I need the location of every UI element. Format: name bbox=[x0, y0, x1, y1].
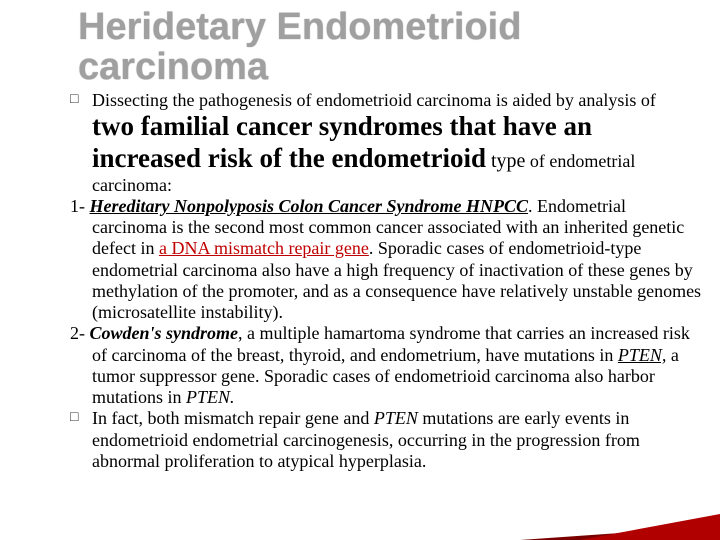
item-hnpcc: 1- Hereditary Nonpolyposis Colon Cancer … bbox=[92, 196, 702, 323]
item2-num: 2- bbox=[70, 323, 90, 343]
item1-num: 1- bbox=[70, 196, 90, 216]
bullet1-trail-small: type bbox=[486, 150, 525, 172]
item2-gene1: PTEN, bbox=[618, 345, 667, 365]
slide-title: Heridetary Endometrioid carcinoma bbox=[78, 8, 702, 88]
decorative-corner-red bbox=[580, 514, 720, 540]
item1-red: a DNA mismatch repair gene bbox=[159, 238, 369, 258]
slide-content: Heridetary Endometrioid carcinoma Dissec… bbox=[0, 0, 720, 482]
bullet1-lead: Dissecting the pathogenesis of endometri… bbox=[92, 90, 656, 110]
bullet-conclusion: In fact, both mismatch repair gene and P… bbox=[70, 408, 702, 472]
item2-name: Cowden's syndrome bbox=[90, 323, 239, 343]
bullet2-gene: PTEN bbox=[374, 408, 418, 428]
bullet2-lead: In fact, both mismatch repair gene and bbox=[92, 408, 374, 428]
item1-name: Hereditary Nonpolyposis Colon Cancer Syn… bbox=[90, 196, 529, 216]
item-cowden: 2- Cowden's syndrome, a multiple hamarto… bbox=[92, 323, 702, 408]
item2-gene2: PTEN. bbox=[186, 387, 235, 407]
bullet-pathogenesis: Dissecting the pathogenesis of endometri… bbox=[70, 90, 702, 196]
slide-body: Dissecting the pathogenesis of endometri… bbox=[70, 90, 702, 472]
